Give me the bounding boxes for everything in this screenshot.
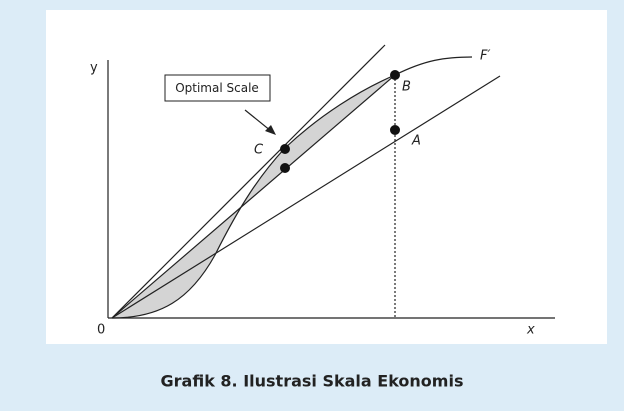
ray-line bbox=[111, 75, 501, 319]
caption: Grafik 8. Ilustrasi Skala Ekonomis bbox=[161, 372, 464, 391]
label-b: B bbox=[402, 80, 411, 95]
point-b bbox=[390, 70, 400, 80]
point-a bbox=[390, 125, 400, 135]
callout-text: Optimal Scale bbox=[175, 81, 259, 95]
point-c bbox=[280, 144, 290, 154]
x-axis-label: x bbox=[526, 323, 535, 338]
callout-arrow bbox=[244, 109, 272, 132]
label-c: C bbox=[254, 143, 264, 158]
origin-label: 0 bbox=[97, 323, 105, 338]
chord-line bbox=[111, 74, 396, 319]
y-axis-label: y bbox=[90, 61, 98, 76]
panel bbox=[46, 10, 607, 344]
label-a: A bbox=[411, 134, 421, 149]
arrow-head bbox=[265, 125, 276, 135]
curve-label: F′ bbox=[480, 49, 490, 64]
point-chord bbox=[280, 163, 290, 173]
callout-box bbox=[164, 74, 271, 102]
tangent-line bbox=[111, 44, 386, 319]
